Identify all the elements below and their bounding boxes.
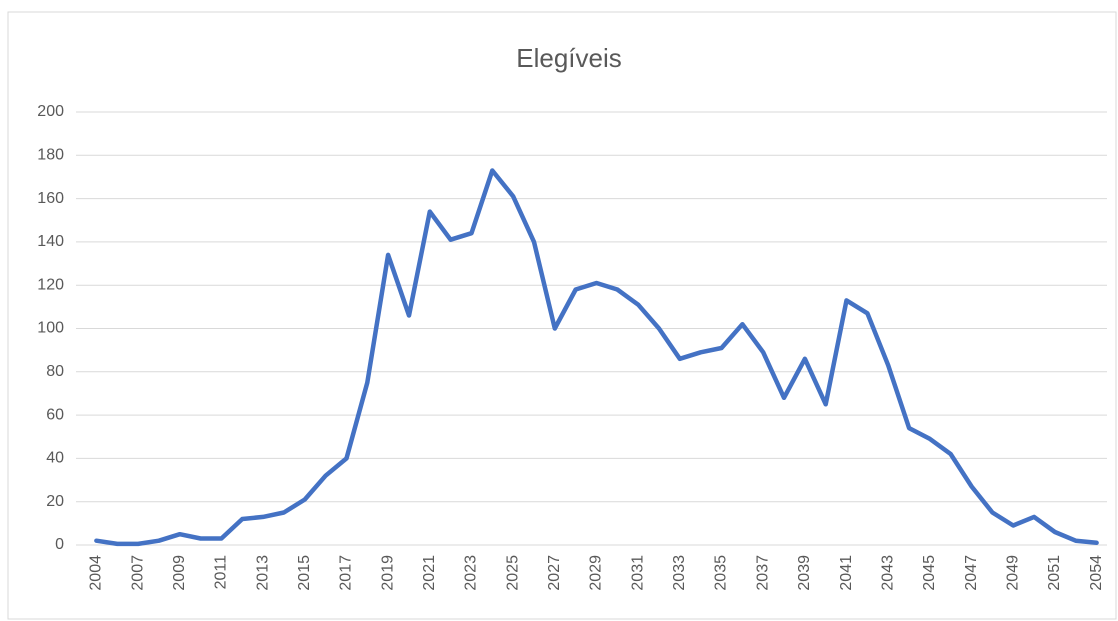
x-tick-label: 2045 [921,555,938,591]
x-tick-label: 2051 [1046,555,1063,591]
x-tick-label: 2025 [504,555,521,591]
y-tick-label: 200 [37,103,64,120]
y-tick-label: 0 [55,536,64,553]
x-tick-label: 2043 [879,555,896,591]
line-series [94,168,1099,547]
x-tick-label: 2009 [171,555,188,591]
y-tick-label: 180 [37,147,64,164]
y-tick-label: 80 [46,363,64,380]
x-tick-label: 2013 [254,555,271,591]
x-tick-label: 2039 [796,555,813,591]
x-tick-label: 2031 [629,555,646,591]
x-tick-label: 2049 [1004,555,1021,591]
x-tick-label: 2035 [713,555,730,591]
y-tick-label: 40 [46,450,64,467]
x-tick-label: 2023 [463,555,480,591]
x-tick-label: 2021 [421,555,438,591]
y-tick-label: 20 [46,493,64,510]
y-tick-label: 140 [37,233,64,250]
x-tick-label: 2007 [129,555,146,591]
y-tick-label: 100 [37,320,64,337]
x-tick-label: 2019 [379,555,396,591]
x-tick-label: 2011 [213,555,230,590]
x-tick-label: 2027 [546,555,563,591]
x-tick-label: 2029 [588,555,605,591]
y-tick-label: 120 [37,276,64,293]
x-tick-label: 2015 [296,555,313,591]
y-tick-label: 60 [46,406,64,423]
x-tick-label: 2037 [754,555,771,591]
x-tick-label: 2004 [88,555,105,591]
x-tick-label: 2017 [338,555,355,591]
x-tick-label: 2047 [963,555,980,591]
x-tick-label: 2033 [671,555,688,591]
y-tick-label: 160 [37,190,64,207]
chart-title: Elegíveis [516,43,622,73]
x-tick-label: 2041 [838,555,855,591]
x-tick-label: 2054 [1088,555,1105,591]
